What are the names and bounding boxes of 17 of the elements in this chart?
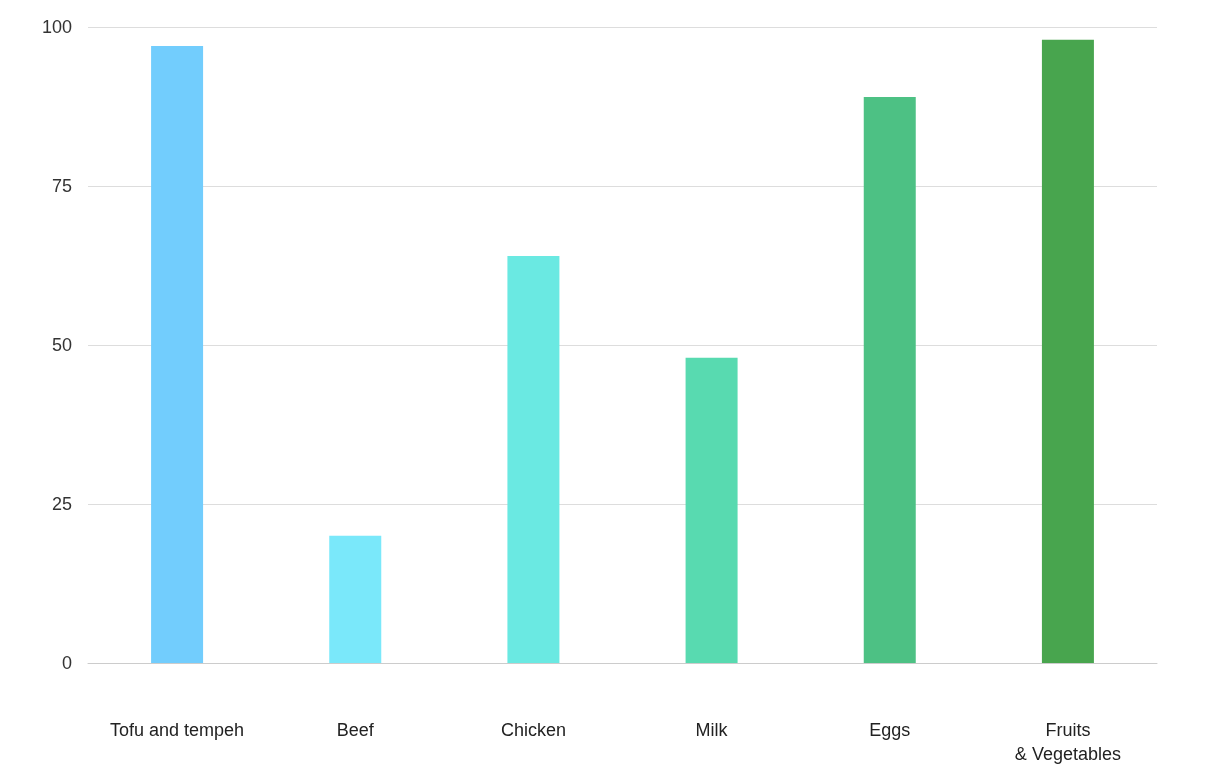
x-tick-label: Eggs [869, 720, 911, 740]
bar [329, 535, 382, 663]
y-tick-label: 0 [61, 653, 72, 673]
x-tick-label: Chicken [500, 720, 566, 740]
x-tick-label: Milk [695, 720, 729, 740]
bar [507, 255, 560, 663]
bar [151, 46, 204, 663]
bar [685, 357, 738, 663]
bar [1041, 39, 1094, 663]
y-tick-label: 50 [51, 335, 72, 355]
x-tick-label: Tofu and tempeh [110, 720, 245, 740]
bar [863, 96, 916, 663]
y-tick-label: 25 [51, 494, 72, 514]
x-tick-label: Beef [336, 720, 375, 740]
y-tick-label: 100 [41, 17, 72, 37]
y-tick-label: 75 [51, 176, 72, 196]
x-tick-label: Fruits & Vegetables [1014, 720, 1121, 764]
